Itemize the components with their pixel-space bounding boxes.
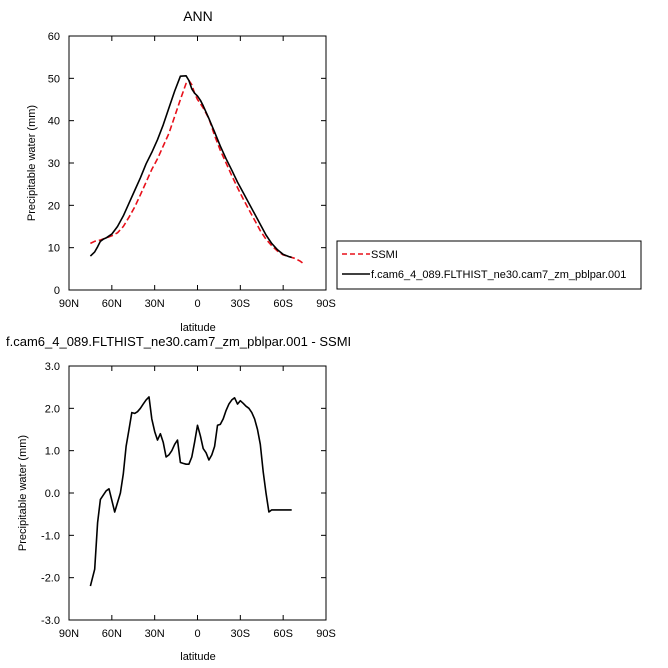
y-tick-label: 40 [48, 116, 60, 128]
series-line-0 [90, 79, 306, 266]
x-axis-label: latitude [180, 322, 215, 334]
y-axis-label: Precipitable water (mm) [26, 105, 38, 221]
series-group [89, 75, 306, 266]
legend-label-model: f.cam6_4_089.FLTHIST_ne30.cam7_zm_pblpar… [371, 269, 626, 281]
series-group [89, 396, 292, 587]
x-tick-label: 60N [102, 628, 122, 640]
x-tick-label: 60S [273, 298, 293, 310]
x-tick-label: 30S [231, 628, 251, 640]
chart-title: ANN [183, 8, 213, 24]
difference-chart: f.cam6_4_089.FLTHIST_ne30.cam7_zm_pblpar… [6, 334, 351, 663]
x-tick-label: 30S [231, 298, 251, 310]
x-axis-label: latitude [180, 651, 215, 663]
x-tick-label: 90S [316, 628, 336, 640]
y-tick-label: -2.0 [41, 573, 60, 585]
plot-frame [68, 365, 327, 621]
plot-frame [68, 35, 327, 291]
legend: SSMI f.cam6_4_089.FLTHIST_ne30.cam7_zm_p… [336, 240, 642, 290]
y-tick-label: 0.0 [45, 488, 60, 500]
series-line-1 [89, 75, 292, 259]
x-tick-label: 60N [102, 298, 122, 310]
x-tick-label: 0 [194, 298, 200, 310]
y-axis-label: Precipitable water (mm) [17, 435, 29, 551]
y-tick-label: 20 [48, 200, 60, 212]
y-tick-label: -1.0 [41, 530, 60, 542]
x-tick-label: 0 [194, 628, 200, 640]
series-line-0 [89, 396, 292, 587]
y-axis: 3.0 2.0 1.0 0.0 -1.0 -2.0 -3.0 [41, 361, 326, 627]
y-tick-label: 30 [48, 158, 60, 170]
x-tick-label: 90N [59, 298, 79, 310]
y-tick-label: 1.0 [45, 446, 60, 458]
x-tick-label: 90N [59, 628, 79, 640]
y-tick-label: 2.0 [45, 403, 60, 415]
x-axis: 90N 60N 30N 0 30S 60S 90S [59, 366, 336, 640]
x-axis: 90N 60N 30N 0 30S 60S 90S [59, 36, 336, 310]
annual-mean-chart: ANN 0 10 20 30 40 50 60 90N 60N 30N 0 30S 60S 90S Pr… [26, 8, 336, 334]
y-tick-label: -3.0 [41, 615, 60, 627]
x-tick-label: 60S [273, 628, 293, 640]
y-tick-label: 10 [48, 243, 60, 255]
legend-label-ssmi: SSMI [371, 249, 398, 261]
y-tick-label: 50 [48, 73, 60, 85]
y-tick-label: 0 [54, 285, 60, 297]
chart-title: f.cam6_4_089.FLTHIST_ne30.cam7_zm_pblpar… [6, 334, 351, 349]
x-tick-label: 30N [145, 628, 165, 640]
y-axis: 0 10 20 30 40 50 60 [48, 31, 326, 297]
y-tick-label: 60 [48, 31, 60, 43]
y-tick-label: 3.0 [45, 361, 60, 373]
x-tick-label: 30N [145, 298, 165, 310]
x-tick-label: 90S [316, 298, 336, 310]
legend-box [336, 240, 642, 290]
